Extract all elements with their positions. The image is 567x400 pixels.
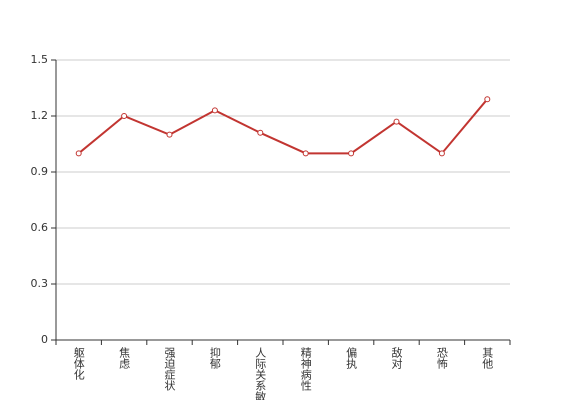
point xyxy=(484,96,491,103)
point xyxy=(166,131,173,138)
x-tick-label: 敌对 xyxy=(390,346,403,369)
point xyxy=(438,150,445,157)
x-tick-label: 恐怖 xyxy=(435,347,448,369)
x-tick-label: 抑郁 xyxy=(208,346,221,369)
y-tick-label: 0.3 xyxy=(31,277,49,290)
x-tick-label: 强迫症状 xyxy=(163,347,176,391)
x-tick-label: 偏执 xyxy=(345,346,358,370)
y-tick-label: 1.2 xyxy=(31,109,49,122)
x-tick-label: 精神病性 xyxy=(299,347,312,392)
point xyxy=(75,150,82,157)
y-tick-label: 0.6 xyxy=(31,221,49,234)
x-tick-label: 人际关系敏感 xyxy=(254,347,267,400)
y-tick-label: 0 xyxy=(41,333,48,346)
point xyxy=(121,113,128,119)
y-tick-label: 0.9 xyxy=(31,165,49,178)
x-tick-label: 躯体化 xyxy=(72,347,85,381)
point xyxy=(348,150,355,157)
x-tick-label: 焦虑 xyxy=(118,347,131,369)
x-tick-label: 其他 xyxy=(481,347,494,369)
point xyxy=(393,118,400,125)
point xyxy=(302,150,309,157)
point xyxy=(257,129,264,136)
y-tick-label: 1.5 xyxy=(31,53,49,66)
point xyxy=(211,107,218,114)
line xyxy=(78,98,489,155)
